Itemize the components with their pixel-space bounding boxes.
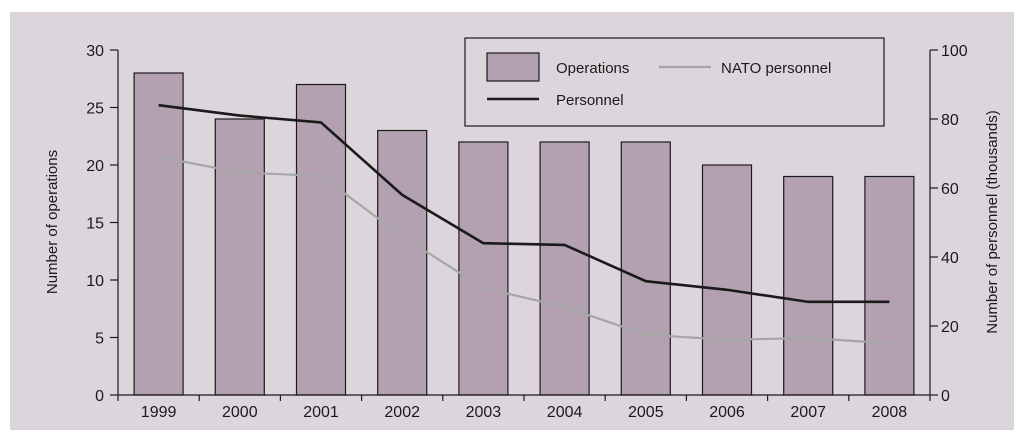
- x-tick-label: 2003: [466, 404, 502, 421]
- right-tick-label: 0: [941, 388, 950, 405]
- legend-personnel-label: Personnel: [556, 92, 624, 109]
- right-tick-label: 60: [941, 181, 959, 198]
- left-tick-label: 0: [95, 388, 104, 405]
- left-tick-label: 30: [86, 43, 104, 60]
- axes-layer: 0 5 10 15 20 25 30 0 20 40 60 80 100 1999 2000 2001 2002…: [86, 43, 968, 421]
- left-tick-label: 15: [86, 216, 104, 233]
- left-tick-label: 20: [86, 158, 104, 175]
- legend-operations-label: Operations: [556, 60, 629, 77]
- x-tick-label: 2004: [547, 404, 583, 421]
- bar-2007: [783, 175, 834, 396]
- x-tick-label: 2006: [709, 404, 745, 421]
- left-tick-label: 5: [95, 331, 104, 348]
- right-tick-label: 80: [941, 112, 959, 129]
- legend-box: [464, 37, 885, 127]
- lines-layer: [158, 103, 890, 345]
- legend: Operations NATO personnel Personnel: [464, 37, 885, 127]
- x-tick-label: 2005: [628, 404, 664, 421]
- legend-operations-swatch: [486, 52, 540, 82]
- line-personnel: [158, 103, 890, 304]
- left-tick-label: 10: [86, 273, 104, 290]
- right-tick-label: 20: [941, 319, 959, 336]
- right-tick-label: 100: [941, 43, 968, 60]
- bar-2005: [620, 141, 671, 396]
- bar-2002: [377, 129, 428, 396]
- bar-2003: [458, 141, 509, 396]
- right-tick-label: 40: [941, 250, 959, 267]
- x-tick-label: 2001: [303, 404, 339, 421]
- bar-2001: [295, 83, 347, 396]
- right-axis-title: Number of personnel (thousands): [984, 110, 1001, 333]
- x-tick-label: 2000: [222, 404, 258, 421]
- bar-2008: [864, 175, 915, 396]
- x-tick-label: 2007: [790, 404, 826, 421]
- x-tick-label: 2002: [384, 404, 420, 421]
- line-nato-personnel: [158, 155, 890, 345]
- bar-2006: [701, 164, 753, 396]
- left-axis-title: Number of operations: [44, 150, 61, 294]
- legend-nato-personnel-label: NATO personnel: [721, 60, 831, 77]
- bar-1999: [133, 72, 184, 396]
- x-tick-label: 2008: [872, 404, 908, 421]
- bar-2004: [539, 141, 590, 396]
- left-tick-label: 25: [86, 101, 104, 118]
- x-tick-label: 1999: [141, 404, 177, 421]
- bar-2000: [214, 118, 265, 396]
